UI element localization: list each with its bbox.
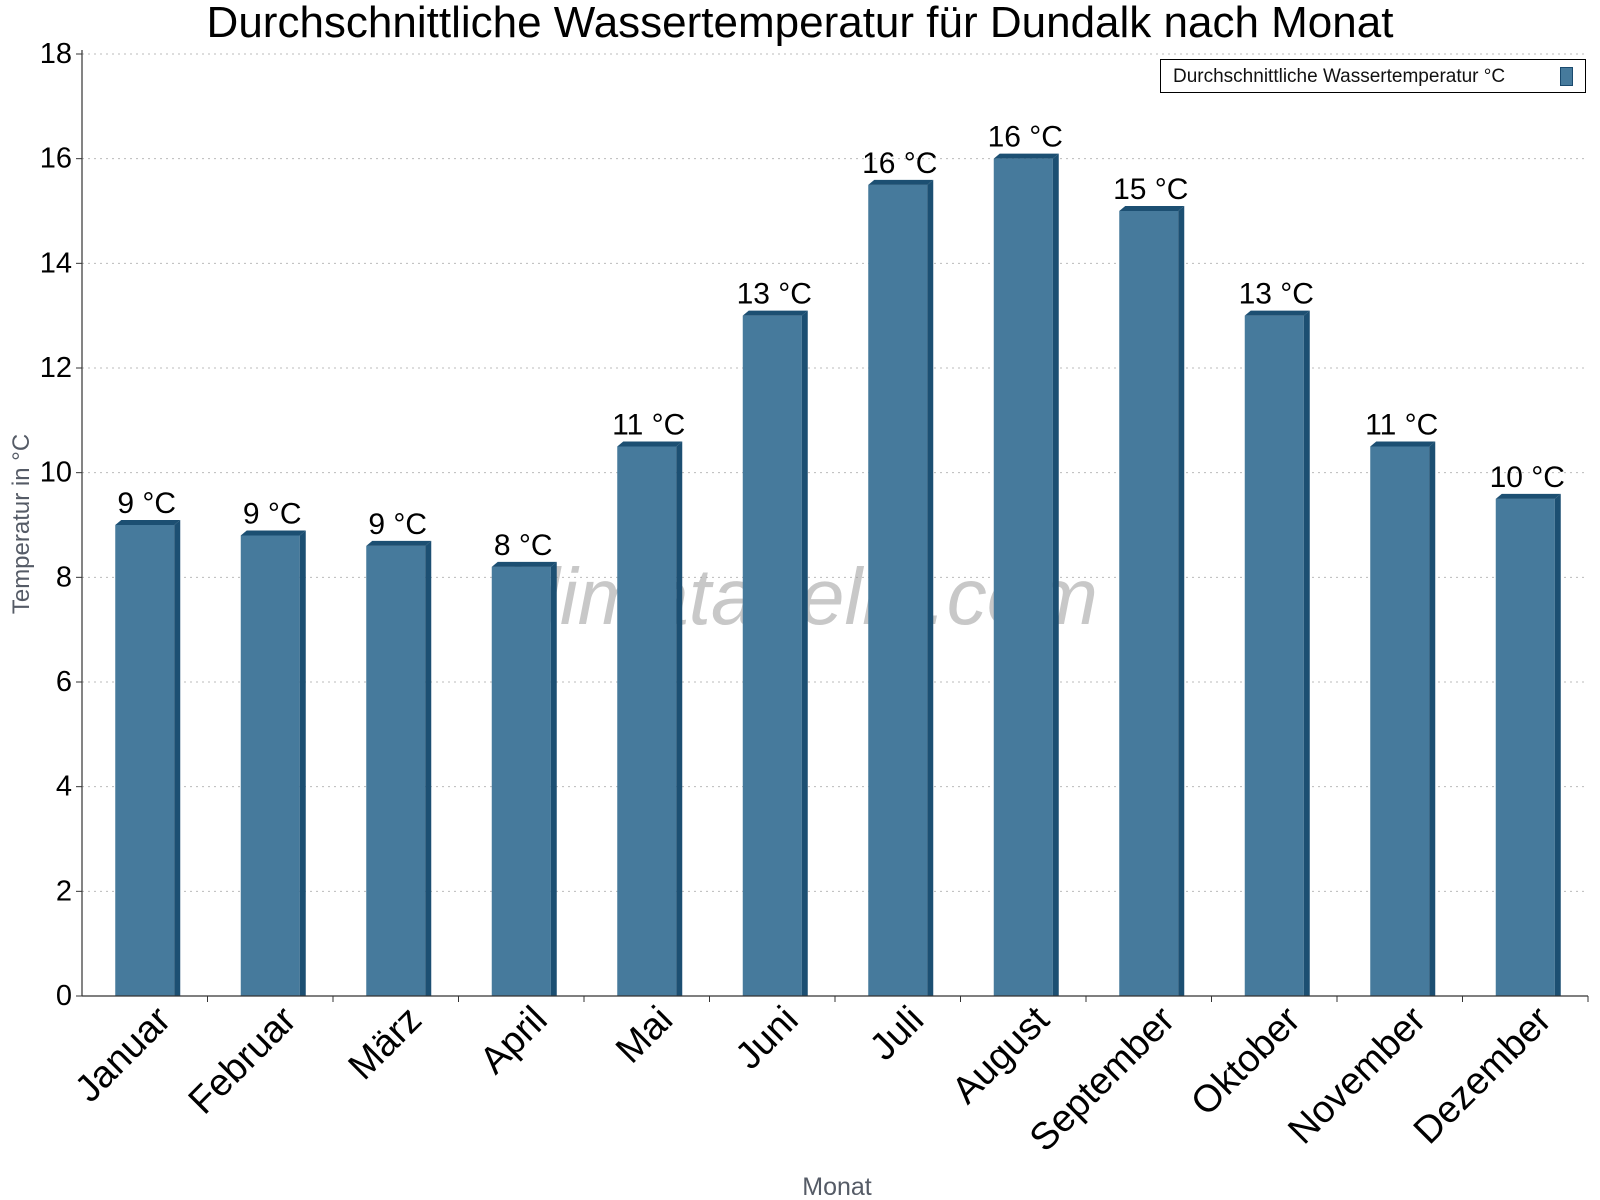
y-axis-label: Temperatur in °C <box>8 434 35 614</box>
y-tick-label: 2 <box>56 875 72 907</box>
bar-face <box>868 184 928 997</box>
chart-title: Durchschnittliche Wassertemperatur für D… <box>207 0 1394 47</box>
y-tick-label: 0 <box>56 980 72 1012</box>
data-labels: 9 °C 9 °C 9 °C 8 °C 11 °C 13 °C 16 °C 16 °C 15 °… <box>117 121 1565 562</box>
y-tick-label: 18 <box>40 38 72 70</box>
bar-side <box>1429 441 1436 996</box>
bar-face <box>1495 498 1555 996</box>
legend-swatch <box>1560 67 1573 86</box>
data-label: 9 °C <box>243 497 302 530</box>
bar <box>868 179 934 997</box>
bar <box>366 540 432 996</box>
bar-top <box>366 540 432 546</box>
data-label: 11 °C <box>612 409 685 442</box>
x-tick-label: Juni <box>728 999 807 1078</box>
bar-side <box>1052 153 1059 996</box>
bar <box>1370 441 1436 996</box>
data-label: 10 °C <box>1490 461 1565 494</box>
data-label: 8 °C <box>494 529 553 562</box>
bar-face <box>742 315 802 997</box>
y-tick-label: 12 <box>40 352 72 384</box>
bar <box>115 520 181 996</box>
y-tick-label: 4 <box>56 771 72 803</box>
x-tick-label: Mai <box>608 999 681 1072</box>
data-label: 16 °C <box>862 147 937 180</box>
bar-face <box>617 446 677 996</box>
x-axis-label: Monat <box>802 1173 872 1200</box>
bar-top <box>1244 310 1310 316</box>
bar <box>742 310 808 997</box>
data-label: 9 °C <box>368 508 427 541</box>
bar-side <box>425 540 432 996</box>
bar <box>993 153 1059 996</box>
bar-face <box>1244 315 1304 997</box>
bar-side <box>676 441 683 996</box>
bar-top <box>617 441 683 447</box>
bar-face <box>240 535 300 996</box>
bar <box>1119 206 1185 996</box>
data-label: 9 °C <box>117 487 176 520</box>
bar-face <box>491 566 551 996</box>
y-tick-label: 14 <box>40 247 72 279</box>
data-label: 16 °C <box>988 121 1063 154</box>
bar <box>491 561 557 996</box>
bars <box>115 153 1561 997</box>
x-tick-label: Oktober <box>1183 998 1309 1124</box>
x-tick-label: Dezember <box>1406 998 1560 1152</box>
bar-top <box>491 561 557 567</box>
bar-top <box>868 179 934 185</box>
data-label: 11 °C <box>1365 409 1438 442</box>
legend-label: Durchschnittliche Wassertemperatur °C <box>1173 66 1506 87</box>
data-label: 13 °C <box>737 278 812 311</box>
bar-face <box>366 545 426 996</box>
bar-face <box>115 525 175 996</box>
x-tick-label: März <box>341 999 430 1088</box>
bar <box>1495 493 1561 996</box>
x-tick-label: August <box>944 998 1058 1112</box>
y-tick-label: 16 <box>40 143 72 175</box>
bar-top <box>742 310 808 316</box>
axes <box>76 50 1589 1002</box>
y-tick-label: 8 <box>56 561 72 593</box>
bar-top <box>1119 206 1185 211</box>
bar-top <box>993 153 1059 159</box>
bar-side <box>1303 310 1310 997</box>
bar-side <box>801 310 808 997</box>
y-tick-label: 10 <box>40 457 72 489</box>
x-tick-label: Februar <box>181 998 305 1122</box>
data-label: 15 °C <box>1113 173 1188 206</box>
bar-top <box>1495 493 1561 499</box>
x-tick-label: April <box>472 999 555 1082</box>
bar <box>240 530 306 996</box>
bar-top <box>240 530 306 536</box>
bar-face <box>1370 446 1430 996</box>
bar-side <box>174 520 181 996</box>
bar-side <box>1554 493 1561 996</box>
bar <box>617 441 683 996</box>
y-tick-label: 6 <box>56 666 72 698</box>
bar <box>1244 310 1310 997</box>
data-label: 13 °C <box>1239 278 1314 311</box>
x-tick-labels: Januar Februar März April Mai Juni Juli AugustS… <box>67 998 1560 1159</box>
x-tick-label: Juli <box>862 999 932 1069</box>
bar-face <box>993 158 1053 996</box>
bar-top <box>1370 441 1436 447</box>
legend: Durchschnittliche Wassertemperatur °C <box>1160 59 1586 93</box>
bar-side <box>927 179 934 997</box>
y-tick-labels: 0 2 4 6 8 10 12 14 16 18 <box>40 38 72 1012</box>
bar-side <box>1178 206 1185 996</box>
x-tick-label: Januar <box>67 998 179 1110</box>
bar-side <box>299 530 306 996</box>
bar-top <box>115 520 181 525</box>
bar-face <box>1119 211 1179 996</box>
bar-side <box>550 561 557 996</box>
grid-lines <box>82 53 1588 892</box>
